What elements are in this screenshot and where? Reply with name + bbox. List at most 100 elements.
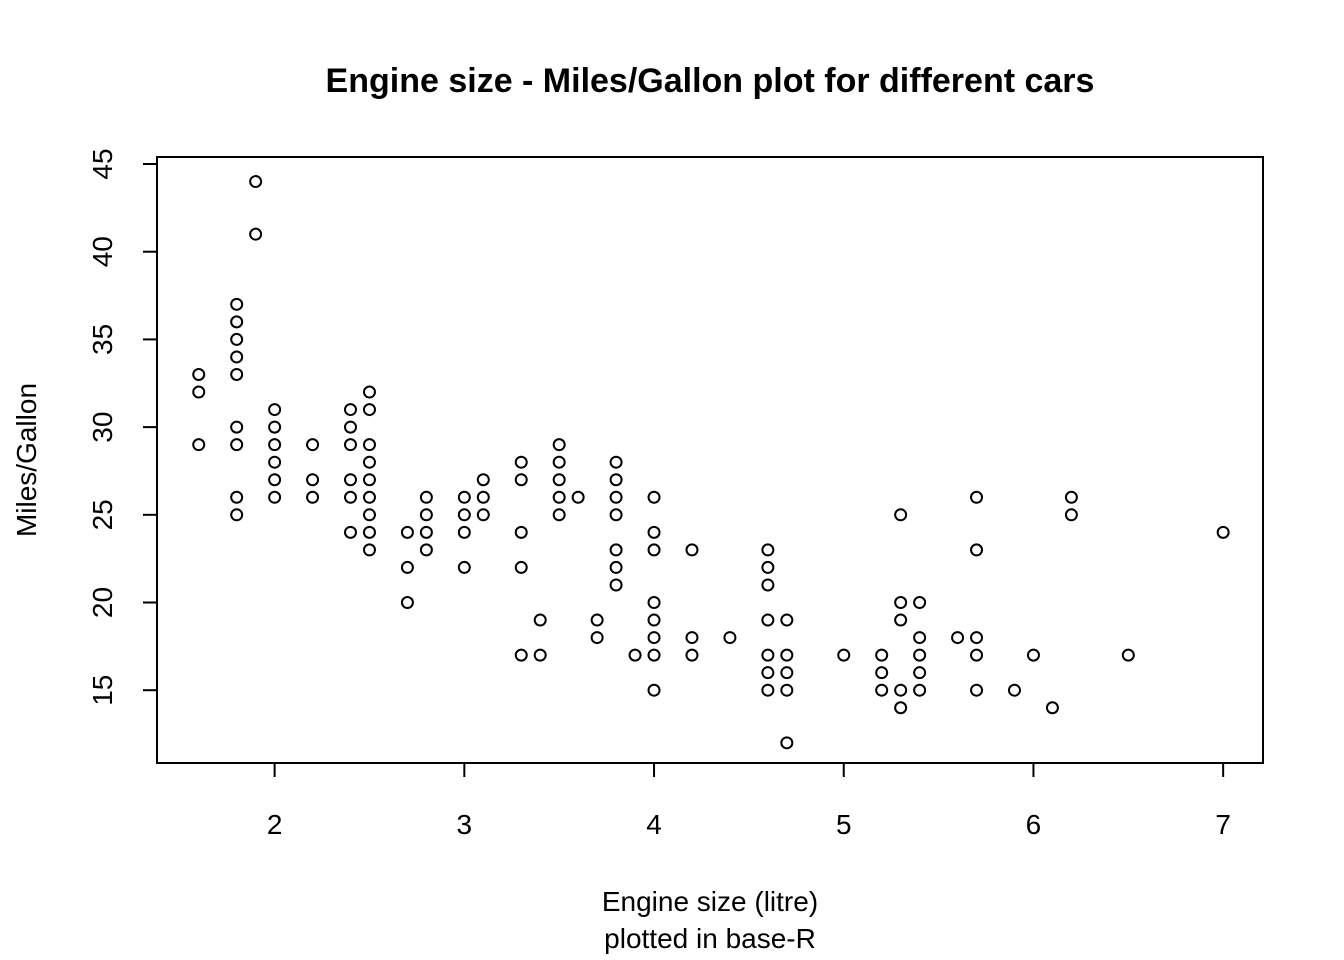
data-point (362, 438, 376, 452)
y-axis-label: Miles/Gallon (11, 383, 42, 537)
data-point (609, 543, 623, 557)
data-point (761, 578, 775, 592)
data-point (192, 438, 206, 452)
data-point (533, 613, 547, 627)
data-point (647, 648, 661, 662)
data-point (230, 508, 244, 522)
data-point (514, 648, 528, 662)
data-point (780, 613, 794, 627)
data-point (306, 490, 320, 504)
data-point (685, 648, 699, 662)
data-point (571, 490, 585, 504)
data-point (362, 473, 376, 487)
data-point (268, 490, 282, 504)
data-point (875, 648, 889, 662)
data-point (609, 473, 623, 487)
data-point (647, 596, 661, 610)
data-point (552, 438, 566, 452)
data-point (400, 525, 414, 539)
y-tick-label: 35 (87, 324, 118, 355)
data-point (894, 701, 908, 715)
data-point (875, 683, 889, 697)
data-point (970, 490, 984, 504)
data-point (268, 403, 282, 417)
data-point (400, 596, 414, 610)
data-point (230, 420, 244, 434)
data-point (457, 560, 471, 574)
x-tick-label: 4 (646, 809, 662, 840)
data-point (400, 560, 414, 574)
data-point (268, 420, 282, 434)
x-tick-label: 3 (457, 809, 473, 840)
data-point (344, 403, 358, 417)
data-point (362, 543, 376, 557)
y-tick-label: 45 (87, 148, 118, 179)
data-point (457, 508, 471, 522)
data-point (457, 490, 471, 504)
data-points (192, 175, 1230, 750)
data-point (268, 473, 282, 487)
data-point (894, 508, 908, 522)
data-point (894, 596, 908, 610)
data-point (230, 367, 244, 381)
data-point (362, 385, 376, 399)
data-point (230, 332, 244, 346)
data-point (913, 666, 927, 680)
data-point (552, 508, 566, 522)
data-point (476, 490, 490, 504)
data-point (609, 578, 623, 592)
data-point (362, 455, 376, 469)
y-tick-label: 30 (87, 412, 118, 443)
data-point (268, 438, 282, 452)
data-point (1026, 648, 1040, 662)
data-point (780, 648, 794, 662)
data-point (685, 543, 699, 557)
data-point (647, 490, 661, 504)
data-point (249, 175, 263, 189)
y-tick-label: 25 (87, 499, 118, 530)
data-point (533, 648, 547, 662)
data-point (913, 648, 927, 662)
data-point (647, 631, 661, 645)
data-point (362, 525, 376, 539)
x-tick-label: 6 (1026, 809, 1042, 840)
data-point (306, 473, 320, 487)
y-tick-label: 20 (87, 587, 118, 618)
data-point (344, 490, 358, 504)
data-point (875, 666, 889, 680)
data-point (249, 227, 263, 241)
data-point (761, 648, 775, 662)
data-point (192, 367, 206, 381)
data-point (344, 525, 358, 539)
data-point (514, 455, 528, 469)
data-point (1121, 648, 1135, 662)
data-point (419, 543, 433, 557)
data-point (230, 438, 244, 452)
data-point (419, 490, 433, 504)
data-point (1007, 683, 1021, 697)
data-point (1064, 490, 1078, 504)
data-point (894, 683, 908, 697)
data-point (419, 508, 433, 522)
data-point (344, 420, 358, 434)
data-point (609, 455, 623, 469)
data-point (894, 613, 908, 627)
data-point (685, 631, 699, 645)
data-point (590, 631, 604, 645)
x-axis-label-line2: plotted in base-R (604, 923, 816, 954)
y-tick-label: 15 (87, 675, 118, 706)
data-point (837, 648, 851, 662)
data-point (230, 297, 244, 311)
data-point (609, 490, 623, 504)
data-point (761, 560, 775, 574)
data-point (362, 508, 376, 522)
data-point (590, 613, 604, 627)
data-point (230, 350, 244, 364)
data-point (723, 631, 737, 645)
data-point (419, 525, 433, 539)
data-point (780, 736, 794, 750)
data-point (552, 455, 566, 469)
data-point (609, 508, 623, 522)
data-point (362, 403, 376, 417)
